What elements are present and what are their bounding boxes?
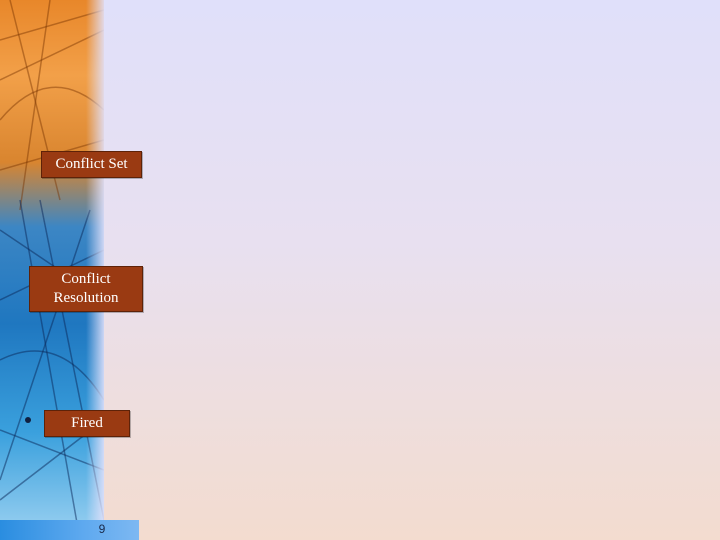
conflict-resolution-box: Conflict Resolution	[29, 266, 143, 312]
page-number-bar	[0, 520, 139, 540]
page-number: 9	[98, 522, 106, 536]
conflict-resolution-label: Conflict Resolution	[53, 271, 119, 306]
fired-label: Fired	[71, 415, 103, 431]
fired-box: Fired	[44, 410, 130, 437]
conflict-set-box: Conflict Set	[41, 151, 142, 178]
conflict-set-label: Conflict Set	[55, 156, 128, 172]
